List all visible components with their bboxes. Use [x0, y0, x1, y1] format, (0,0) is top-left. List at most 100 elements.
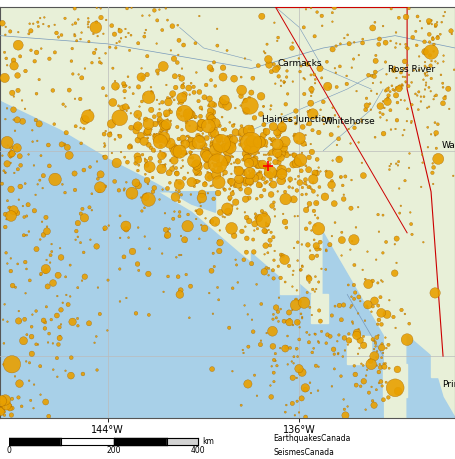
- Point: [234, 158, 242, 165]
- Point: [262, 129, 269, 136]
- Point: [217, 239, 224, 246]
- Point: [27, 47, 35, 54]
- Point: [42, 268, 49, 275]
- Point: [22, 290, 29, 297]
- Point: [403, 118, 410, 125]
- Point: [434, 121, 441, 128]
- Point: [116, 38, 123, 45]
- Point: [94, 175, 101, 183]
- Point: [43, 265, 50, 273]
- Point: [126, 142, 134, 150]
- Point: [312, 76, 319, 83]
- Point: [450, 172, 455, 179]
- Point: [394, 366, 401, 373]
- Point: [228, 135, 235, 142]
- Point: [377, 378, 384, 385]
- Point: [238, 86, 245, 94]
- Point: [278, 251, 285, 258]
- Point: [295, 55, 303, 62]
- Point: [415, 88, 422, 95]
- Point: [193, 170, 201, 178]
- Point: [15, 308, 22, 315]
- Point: [254, 170, 262, 178]
- Point: [248, 172, 256, 179]
- Point: [181, 110, 188, 117]
- Point: [243, 107, 250, 115]
- Point: [311, 330, 318, 337]
- Point: [61, 141, 68, 148]
- Polygon shape: [252, 253, 383, 418]
- Point: [16, 380, 23, 387]
- Point: [369, 397, 376, 404]
- Text: 400: 400: [191, 446, 205, 455]
- Point: [229, 285, 236, 292]
- Text: Ross River: Ross River: [388, 65, 435, 74]
- Point: [193, 167, 200, 174]
- Point: [7, 153, 14, 161]
- Point: [288, 358, 295, 365]
- Point: [228, 178, 236, 185]
- Point: [291, 152, 298, 159]
- Point: [8, 148, 15, 155]
- Point: [305, 166, 312, 174]
- Point: [123, 294, 130, 302]
- Point: [94, 33, 101, 40]
- Point: [196, 169, 203, 177]
- Point: [151, 130, 158, 138]
- Point: [393, 74, 400, 82]
- Point: [279, 150, 286, 157]
- Point: [91, 339, 98, 347]
- Point: [68, 57, 75, 65]
- Point: [393, 160, 400, 168]
- Point: [266, 171, 273, 179]
- Point: [295, 173, 302, 180]
- Point: [129, 248, 136, 255]
- Point: [117, 34, 125, 42]
- Point: [123, 5, 131, 12]
- Point: [111, 136, 119, 143]
- Point: [322, 168, 329, 175]
- Point: [261, 251, 268, 258]
- Point: [312, 330, 319, 338]
- Point: [199, 130, 207, 137]
- Point: [375, 369, 383, 376]
- Point: [383, 71, 390, 78]
- Point: [308, 92, 315, 100]
- Point: [248, 89, 255, 96]
- Point: [217, 209, 224, 216]
- Point: [126, 143, 133, 151]
- Point: [212, 162, 219, 169]
- Point: [216, 161, 223, 168]
- Point: [270, 136, 277, 144]
- Point: [17, 183, 24, 190]
- Point: [335, 135, 342, 142]
- Point: [102, 17, 110, 24]
- Point: [141, 33, 148, 40]
- Point: [358, 118, 365, 125]
- Point: [169, 22, 176, 30]
- Point: [270, 234, 277, 241]
- Point: [293, 187, 301, 194]
- Point: [154, 118, 161, 126]
- Point: [176, 252, 183, 259]
- Point: [231, 121, 238, 128]
- Point: [272, 158, 279, 166]
- Point: [14, 144, 21, 151]
- Point: [312, 362, 319, 369]
- Point: [230, 159, 238, 166]
- Point: [357, 382, 364, 390]
- Point: [228, 224, 235, 232]
- Point: [296, 336, 303, 343]
- Point: [130, 90, 137, 97]
- Point: [204, 168, 211, 176]
- Point: [2, 31, 9, 39]
- Point: [368, 383, 375, 391]
- Point: [282, 409, 289, 416]
- Point: [128, 4, 135, 11]
- Point: [176, 291, 183, 298]
- Point: [299, 184, 306, 191]
- Point: [188, 148, 195, 156]
- Point: [343, 80, 350, 88]
- Point: [445, 85, 452, 92]
- Point: [302, 384, 309, 392]
